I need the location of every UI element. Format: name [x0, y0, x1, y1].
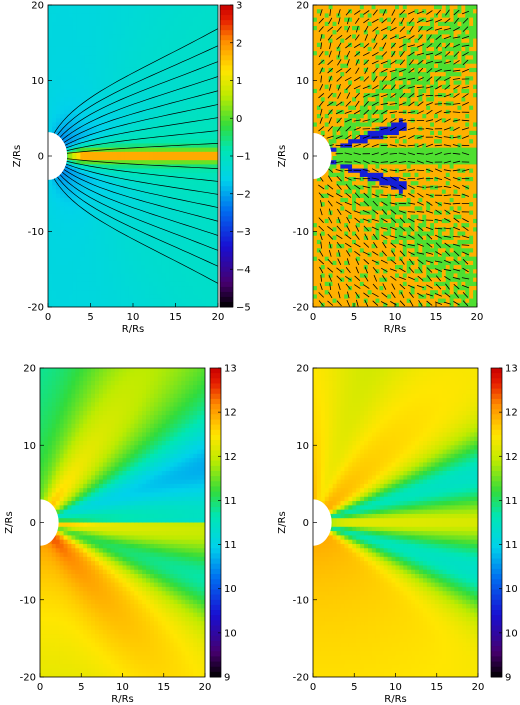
y-tick-label: -10	[293, 595, 309, 606]
heatmap-br	[313, 368, 478, 677]
y-tick-label: 20	[31, 1, 44, 12]
heatmap-bl	[40, 368, 205, 677]
y-tick-label: 10	[31, 76, 44, 87]
y-tick-label: 0	[303, 518, 309, 529]
y-axis-label: Z/Rs	[277, 145, 288, 167]
x-tick-label: 20	[472, 682, 485, 693]
solar-disk	[312, 132, 332, 180]
x-axis-label: R/Rs	[122, 324, 144, 335]
y-tick-label: 20	[296, 364, 309, 375]
x-tick-label: 20	[199, 682, 212, 693]
panel-br: 0 5 10 15 20-20-1001020R/RsZ/Rs1312121111101…	[277, 364, 518, 705]
y-tick-label: 0	[38, 152, 44, 163]
x-tick-label: 10	[389, 682, 402, 693]
vector-arrows	[317, 9, 470, 307]
colorbar-tick-label: −1	[236, 152, 251, 163]
x-tick-label: 15	[169, 312, 182, 323]
y-tick-label: 10	[23, 441, 36, 452]
colorbar-tick-label: 11	[505, 496, 518, 507]
colorbar-tick-label: 13	[505, 364, 518, 375]
x-tick-label: 20	[212, 312, 225, 323]
panel-tr: 0 5 10 15 20 -20 -10 0 10 20 R/Rs Z/Rs	[277, 1, 483, 336]
x-axis-label: R/Rs	[111, 694, 133, 705]
x-tick-label: 0	[310, 682, 316, 693]
x-axis-label: R/Rs	[384, 324, 406, 335]
colorbar-tick-label: 11	[224, 496, 237, 507]
panel-tl: 0 5 10 15 20-20-1001020R/RsZ/Rs3210−1−2−3−4−…	[12, 1, 251, 336]
colorbar-tick-label: 0	[236, 114, 242, 125]
y-tick-label: -10	[28, 227, 44, 238]
y-axis-label: Z/Rs	[4, 511, 15, 533]
solar-disk	[39, 499, 59, 546]
x-tick-label: 5	[351, 312, 357, 323]
colorbar-tick-label: 11	[224, 540, 237, 551]
colorbar: 13 12 12 11 11 10 10 9	[490, 364, 518, 684]
colorbar-tick-label: −4	[236, 265, 251, 276]
x-tick-label: 15	[430, 312, 443, 323]
colorbar-tick-label: −3	[236, 227, 251, 238]
colorbar-tick-label: 3	[236, 1, 242, 12]
x-tick-label: 5	[87, 312, 93, 323]
x-tick-label: 15	[430, 682, 443, 693]
heatmap-tr	[313, 5, 477, 307]
colorbar-tick-label: 10	[505, 584, 518, 595]
colorbar-tick-label: 12	[224, 452, 237, 463]
x-tick-label: 20	[471, 312, 484, 323]
colorbar-tick-label: 9	[505, 673, 511, 684]
colorbar-tick-label: −2	[236, 189, 251, 200]
colorbar-tick-label: 12	[224, 408, 237, 419]
y-tick-label: 20	[23, 364, 36, 375]
y-axis-label: Z/Rs	[277, 511, 288, 533]
y-tick-label: -20	[293, 673, 309, 684]
x-tick-label: 5	[351, 682, 357, 693]
y-tick-label: 10	[296, 441, 309, 452]
x-tick-label: 0	[45, 312, 51, 323]
y-tick-label: 10	[296, 76, 309, 87]
y-tick-label: -10	[20, 595, 36, 606]
x-tick-label: 0	[37, 682, 43, 693]
colorbar: 13 12 12 11 11 10 10 9	[209, 364, 237, 684]
x-axis-label: R/Rs	[384, 694, 406, 705]
y-axis-label: Z/Rs	[12, 145, 23, 167]
colorbar-tick-label: 1	[236, 76, 242, 87]
y-tick-label: -20	[293, 303, 309, 314]
panel-bl: 0 5 10 15 20-20-1001020R/RsZ/Rs1312121111101…	[4, 364, 237, 705]
x-tick-label: 10	[389, 312, 402, 323]
y-tick-label: -20	[28, 303, 44, 314]
colorbar-tick-label: 13	[224, 364, 237, 375]
colorbar-tick-label: 10	[224, 584, 237, 595]
colorbar-tick-label: 11	[505, 540, 518, 551]
colorbar-tick-label: 12	[505, 408, 518, 419]
y-tick-label: -20	[20, 673, 36, 684]
solar-disk	[47, 132, 68, 180]
colorbar: 3 2 1 0 −1 −2 −3 −4 −5	[219, 1, 251, 314]
colorbar-tick-label: 2	[236, 38, 242, 49]
y-tick-label: 20	[296, 1, 309, 12]
y-tick-label: -10	[293, 227, 309, 238]
colorbar-tick-label: 10	[224, 628, 237, 639]
y-tick-label: 0	[303, 152, 309, 163]
colorbar-tick-label: 9	[224, 673, 230, 684]
heatmap-tl	[48, 5, 218, 307]
x-tick-label: 15	[157, 682, 170, 693]
y-tick-label: 0	[30, 518, 36, 529]
colorbar-tick-label: 12	[505, 452, 518, 463]
solar-disk	[312, 499, 332, 546]
field-lines	[49, 28, 218, 284]
x-tick-label: 5	[78, 682, 84, 693]
x-tick-label: 0	[310, 312, 316, 323]
colorbar-tick-label: 10	[505, 628, 518, 639]
x-tick-label: 10	[127, 312, 140, 323]
x-tick-label: 10	[116, 682, 129, 693]
colorbar-tick-label: −5	[236, 303, 251, 314]
